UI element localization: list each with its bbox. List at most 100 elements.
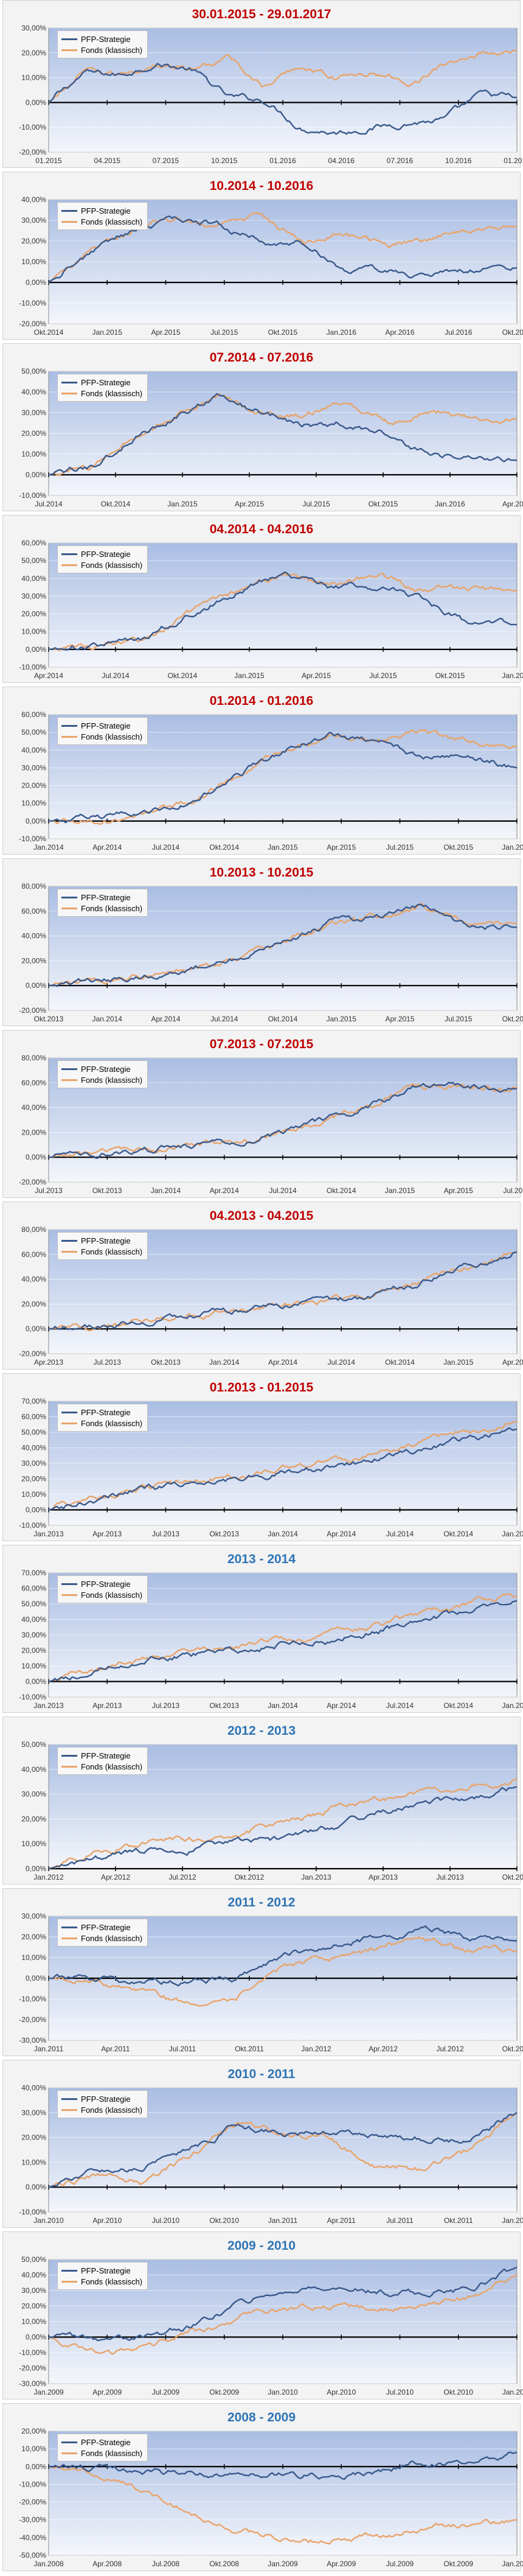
y-tick-label: 0,00% <box>26 645 46 654</box>
x-tick-label: Apr.2011 <box>101 2045 130 2053</box>
x-tick-label: 10.2015 <box>211 156 238 165</box>
legend-swatch <box>61 209 77 212</box>
y-tick-label: 50,00% <box>21 1600 46 1608</box>
x-tick-label: Jul.2012 <box>436 2045 464 2053</box>
series-line-strategy <box>48 2112 518 2188</box>
y-tick-label: -10,00% <box>19 299 46 307</box>
chart-title: 10.2013 - 10.2015 <box>209 866 314 880</box>
y-tick-label: 0,00% <box>26 2333 46 2342</box>
legend-label: PFP-Strategie <box>81 721 131 730</box>
legend-item-strategy: PFP-Strategie <box>61 892 142 903</box>
legend-label: Fonds (klassisch) <box>81 2448 143 2458</box>
x-tick-label: Okt.2012 <box>502 2045 523 2053</box>
x-tick-label: Jan.2010 <box>33 2216 64 2225</box>
x-tick-label: Jul.2008 <box>152 2560 180 2568</box>
legend-item-fonds: Fonds (klassisch) <box>61 1933 142 1944</box>
y-tick-label: 40,00% <box>21 2084 46 2092</box>
legend-item-strategy: PFP-Strategie <box>61 377 142 388</box>
chart-title: 2009 - 2010 <box>227 2239 296 2253</box>
x-tick-label: Jan.2011 <box>34 2045 64 2053</box>
chart-legend: PFP-Strategie Fonds (klassisch) <box>57 2262 148 2290</box>
series-line-strategy <box>48 1600 518 1682</box>
chart-panel: 2009 - 2010 -30,00% -20,00% -10,00% 0,00% 10,… <box>0 2231 523 2403</box>
series-line-strategy <box>48 1082 518 1159</box>
x-tick-label: Okt.2013 <box>502 1873 523 1881</box>
y-tick-label: -10,00% <box>19 2480 46 2488</box>
chart-legend: PFP-Strategie Fonds (klassisch) <box>57 1060 148 1088</box>
y-tick-label: 30,00% <box>21 216 46 225</box>
series-line-strategy <box>48 903 517 987</box>
chart-legend: PFP-Strategie Fonds (klassisch) <box>57 1232 148 1260</box>
x-tick-label: Jul.2013 <box>436 1873 464 1881</box>
y-tick-label: -10,00% <box>19 2208 46 2216</box>
x-tick-label: Apr.2015 <box>327 843 356 852</box>
x-tick-label: Jan.2015 <box>234 671 265 680</box>
legend-label: PFP-Strategie <box>81 549 131 559</box>
line-chart: -50,00% -40,00% -30,00% -20,00% -10,00% 0,00%… <box>19 2427 523 2568</box>
x-tick-label: Okt.2015 <box>369 500 398 508</box>
x-tick-label: Okt.2014 <box>34 328 64 337</box>
x-tick-label: Okt.2016 <box>502 328 523 337</box>
chart-panel: 04.2014 - 04.2016 -10,00% 0,00% 10,00% 20,00… <box>0 515 523 687</box>
legend-item-fonds: Fonds (klassisch) <box>61 1246 142 1257</box>
x-tick-label: Jul.2014 <box>386 1530 414 1538</box>
y-tick-label: 20,00% <box>21 1128 46 1136</box>
series-line-strategy <box>48 1427 518 1511</box>
chart-panel: 2010 - 2011 -10,00% 0,00% 10,00% 20,00% 30,00… <box>0 2060 523 2231</box>
x-tick-label: Jul.2013 <box>35 1186 63 1195</box>
line-chart: -10,00% 0,00% 10,00% 20,00% 30,00% 40,00% 50,0… <box>19 1569 523 1710</box>
legend-item-fonds: Fonds (klassisch) <box>61 1074 142 1085</box>
chart-panel: 30.01.2015 - 29.01.2017 -20,00% -10,00% 0,0… <box>0 0 523 172</box>
x-tick-label: Jul.2015 <box>386 843 414 852</box>
x-tick-label: Jul.2014 <box>210 1015 238 1023</box>
legend-label: Fonds (klassisch) <box>81 1418 143 1428</box>
legend-item-strategy: PFP-Strategie <box>61 1063 142 1074</box>
y-tick-label: -10,00% <box>19 2348 46 2357</box>
legend-item-fonds: Fonds (klassisch) <box>61 731 142 742</box>
series-line-strategy <box>48 732 518 824</box>
x-tick-label: Apr.2014 <box>210 1186 239 1195</box>
y-tick-label: 20,00% <box>21 1300 46 1308</box>
legend-item-strategy: PFP-Strategie <box>61 1922 142 1933</box>
x-tick-label: Okt.2014 <box>168 671 198 680</box>
y-tick-label: 80,00% <box>21 882 46 891</box>
x-tick-label: Okt.2014 <box>443 1701 473 1710</box>
x-tick-label: Jul.2016 <box>445 328 473 337</box>
y-tick-label: 60,00% <box>21 1079 46 1087</box>
line-chart: -20,00% 0,00% 20,00% 40,00% 60,00% 80,00% Apr.… <box>19 1225 523 1367</box>
x-tick-label: Apr.2010 <box>327 2388 356 2396</box>
legend-item-strategy: PFP-Strategie <box>61 1235 142 1246</box>
y-tick-label: 50,00% <box>21 2255 46 2264</box>
x-tick-label: Jul.2010 <box>152 2216 180 2225</box>
x-tick-label: Okt.2013 <box>209 1701 239 1710</box>
x-tick-label: Okt.2014 <box>101 500 131 508</box>
chart-panel: 04.2013 - 04.2015 -20,00% 0,00% 20,00% 40,00… <box>0 1202 523 1373</box>
x-tick-label: Apr.2015 <box>302 671 331 680</box>
legend-label: PFP-Strategie <box>81 2437 131 2447</box>
chart-legend: PFP-Strategie Fonds (klassisch) <box>57 1404 148 1432</box>
x-tick-label: Jan.2015 <box>443 1358 474 1367</box>
x-tick-label: Apr.2013 <box>92 1530 122 1538</box>
x-tick-label: Jan.2016 <box>435 500 465 508</box>
y-tick-label: 10,00% <box>21 74 46 82</box>
x-tick-label: Apr.2008 <box>92 2560 122 2568</box>
legend-swatch <box>61 1765 77 1768</box>
y-tick-label: 30,00% <box>21 2109 46 2117</box>
x-tick-label: Jan.2015 <box>502 1530 523 1538</box>
legend-swatch <box>61 392 77 394</box>
x-tick-label: Jul.2009 <box>152 2388 180 2396</box>
legend-swatch <box>61 735 77 738</box>
x-tick-label: Apr.2015 <box>235 500 264 508</box>
series-line-fonds <box>48 2465 518 2545</box>
y-tick-label: -50,00% <box>19 2551 46 2560</box>
y-tick-label: 50,00% <box>21 367 46 376</box>
y-tick-label: 40,00% <box>21 1104 46 1112</box>
y-tick-label: 60,00% <box>21 1413 46 1421</box>
y-tick-label: 0,00% <box>26 981 46 990</box>
x-tick-label: Apr.2015 <box>385 1015 414 1023</box>
x-tick-label: Jan.2014 <box>92 1015 123 1023</box>
y-tick-label: -10,00% <box>19 1995 46 2003</box>
chart-title: 07.2013 - 07.2015 <box>209 1037 314 1051</box>
chart-panel: 01.2014 - 01.2016 -10,00% 0,00% 10,00% 20,00… <box>0 687 523 858</box>
x-tick-label: Okt.2014 <box>268 1015 298 1023</box>
